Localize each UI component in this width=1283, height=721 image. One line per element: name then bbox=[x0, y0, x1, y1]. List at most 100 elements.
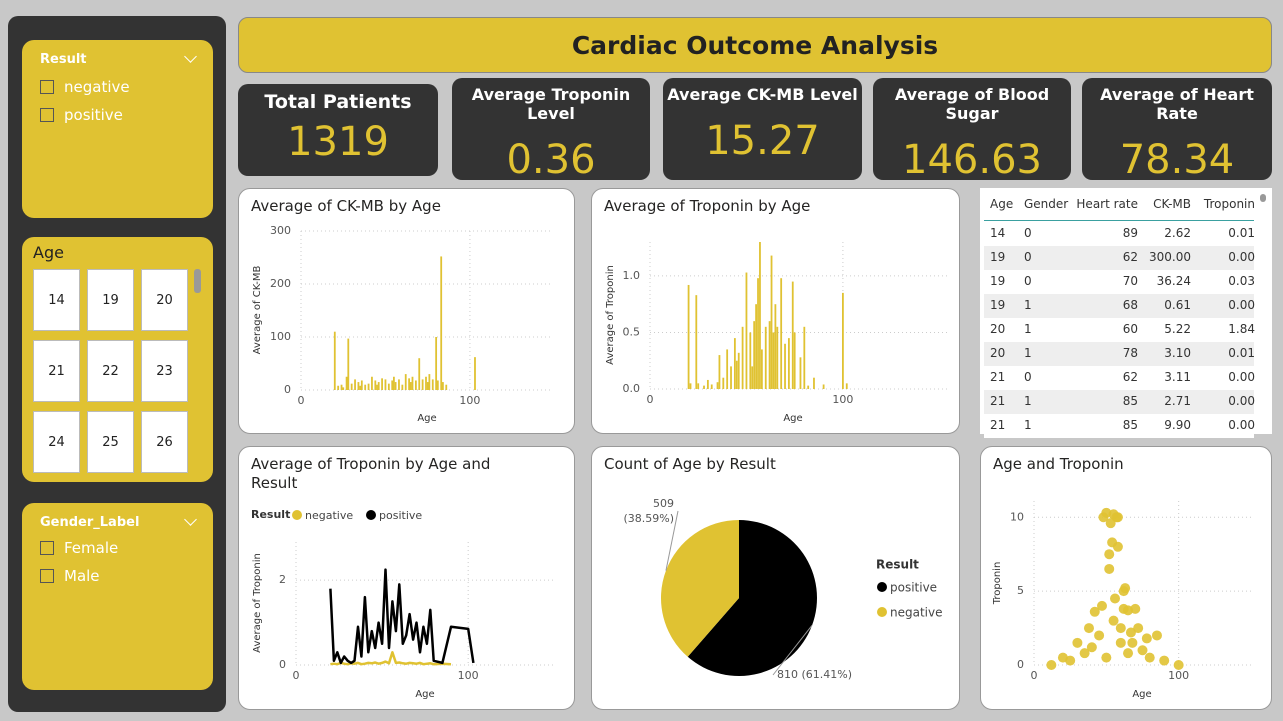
bar bbox=[337, 385, 340, 390]
bar bbox=[445, 384, 448, 390]
table-cell: 60 bbox=[1122, 322, 1138, 336]
age-tile[interactable]: 26 bbox=[141, 411, 188, 473]
bar bbox=[391, 380, 394, 390]
scatter-point bbox=[1115, 637, 1126, 648]
bar bbox=[340, 384, 343, 390]
table-cell: 0.00 bbox=[1228, 250, 1255, 264]
table-cell: 70 bbox=[1122, 274, 1138, 288]
y-tick-label: 10 bbox=[1010, 510, 1024, 523]
bar bbox=[733, 338, 736, 389]
bar bbox=[398, 379, 400, 390]
scatter-point bbox=[1104, 549, 1115, 560]
bar bbox=[776, 326, 779, 389]
x-axis-label: Age bbox=[1132, 689, 1151, 700]
scatter-point bbox=[1065, 655, 1076, 666]
scatter-point bbox=[1089, 606, 1100, 617]
bar bbox=[759, 242, 761, 389]
leader-line bbox=[772, 625, 813, 676]
table-cell: 85 bbox=[1122, 418, 1138, 432]
bar bbox=[784, 343, 786, 389]
age-tile[interactable]: 25 bbox=[87, 411, 134, 473]
bar bbox=[381, 378, 383, 390]
y-tick-label: 100 bbox=[270, 330, 291, 343]
kpi-value: 146.63 bbox=[902, 137, 1042, 183]
option[interactable]: positive bbox=[40, 106, 123, 124]
table-cell: 0 bbox=[1024, 274, 1032, 288]
legend-label: positive bbox=[379, 509, 422, 522]
slicer-title: Gender_Label bbox=[40, 515, 140, 530]
pie-slice bbox=[661, 520, 739, 657]
scatter-point bbox=[1110, 593, 1121, 604]
row-bg bbox=[984, 318, 1254, 342]
age-tile[interactable]: 19 bbox=[87, 269, 134, 331]
scatter-point bbox=[1115, 623, 1126, 634]
row-bg bbox=[984, 366, 1254, 390]
bar bbox=[751, 366, 754, 389]
scatter-point bbox=[1112, 541, 1123, 552]
option[interactable]: Male bbox=[40, 567, 100, 585]
bar bbox=[687, 284, 690, 389]
dropdown-icon[interactable] bbox=[184, 50, 197, 63]
y-tick-label: 1.0 bbox=[623, 269, 641, 282]
scatter-point bbox=[1112, 512, 1123, 523]
kpi-card: Average Troponin Level 0.36 bbox=[452, 78, 650, 183]
age-tile[interactable]: 21 bbox=[33, 340, 80, 402]
bar bbox=[354, 379, 356, 390]
bar bbox=[799, 357, 802, 389]
y-axis-label: Troponin bbox=[992, 562, 1003, 606]
x-tick-label: 100 bbox=[1168, 669, 1189, 682]
scrollbar[interactable] bbox=[1260, 194, 1266, 202]
age-tile[interactable]: 14 bbox=[33, 269, 80, 331]
option[interactable]: Female bbox=[40, 539, 118, 557]
column-header: Gender bbox=[1024, 197, 1069, 211]
bar bbox=[474, 357, 476, 390]
bar bbox=[842, 292, 844, 389]
bar bbox=[360, 380, 363, 390]
kpi-label: Total Patients bbox=[264, 91, 412, 113]
result-slicer: Result negative positive bbox=[22, 40, 213, 218]
bar bbox=[813, 377, 815, 389]
age-tile[interactable]: 22 bbox=[87, 340, 134, 402]
row-bg bbox=[984, 390, 1254, 414]
option[interactable]: negative bbox=[40, 78, 130, 96]
scatter-point bbox=[1123, 648, 1134, 659]
age-tile[interactable]: 24 bbox=[33, 411, 80, 473]
table-cell: 0.00 bbox=[1228, 418, 1255, 432]
legend-label: positive bbox=[890, 581, 937, 595]
table-cell: 19 bbox=[990, 250, 1006, 264]
option-label: Female bbox=[64, 539, 119, 557]
age-tile[interactable]: 23 bbox=[141, 340, 188, 402]
bar bbox=[359, 385, 362, 390]
dropdown-icon[interactable] bbox=[184, 513, 197, 526]
bar bbox=[772, 332, 775, 389]
table-cell: 1 bbox=[1024, 346, 1032, 360]
y-tick-label: 0 bbox=[279, 658, 286, 671]
pie-slice bbox=[687, 520, 817, 676]
row-bg bbox=[984, 270, 1254, 294]
dashboard-title: Cardiac Outcome Analysis bbox=[238, 17, 1272, 73]
scatter-point bbox=[1173, 660, 1184, 670]
y-axis-label: Average of Troponin bbox=[252, 553, 263, 653]
chart-card: Average of Troponin by Age and Result 0 2… bbox=[238, 446, 575, 710]
table-cell: 89 bbox=[1122, 226, 1138, 240]
x-tick-label: 100 bbox=[459, 394, 480, 407]
bar bbox=[425, 376, 427, 390]
chart-title: Average of Troponin by Age and Result bbox=[251, 455, 491, 492]
kpi-label: Average CK-MB Level bbox=[667, 85, 858, 104]
bar bbox=[357, 382, 360, 390]
legend-marker bbox=[366, 510, 376, 520]
table-cell: 78 bbox=[1122, 346, 1138, 360]
bar bbox=[726, 349, 729, 389]
bar bbox=[418, 358, 421, 390]
chart: 0.0 0.5 1.0 0 100 Age Average of Troponin bbox=[605, 242, 949, 424]
scrollbar[interactable] bbox=[194, 269, 201, 293]
bar bbox=[741, 326, 744, 389]
y-tick-label: 2 bbox=[279, 573, 286, 586]
bar bbox=[421, 379, 424, 390]
scatter-point bbox=[1141, 633, 1152, 644]
legend-label: negative bbox=[305, 509, 353, 522]
age-tile[interactable]: 20 bbox=[141, 269, 188, 331]
bar bbox=[695, 295, 698, 389]
legend-title: Result bbox=[876, 558, 919, 572]
